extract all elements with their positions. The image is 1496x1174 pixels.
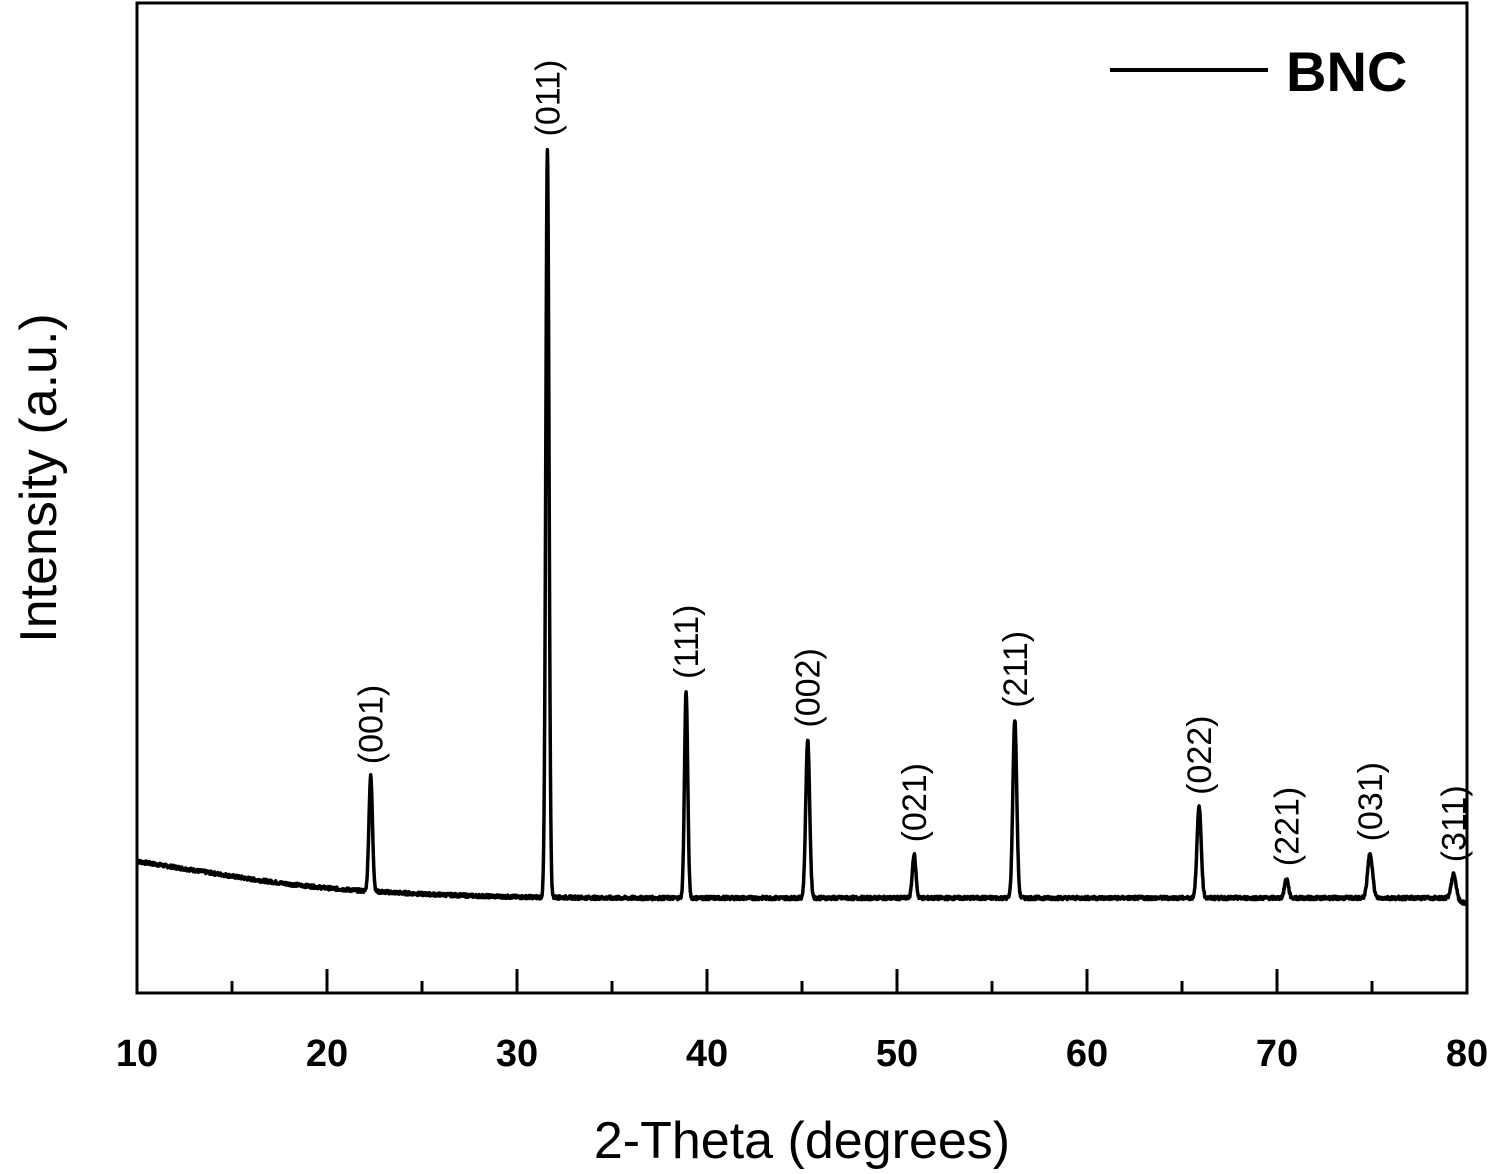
x-tick-label-60: 60	[1066, 1033, 1108, 1075]
peak-label-011: (011)	[529, 60, 567, 137]
x-tick-label-50: 50	[876, 1033, 918, 1075]
peak-labels: (001) (011) (111) (002) (021) (211) (022) (221)…	[353, 60, 1474, 867]
x-tick-label-10: 10	[116, 1033, 158, 1075]
legend-label-bnc: BNC	[1286, 40, 1407, 103]
x-axis-tick-labels: 10 20 30 40 50 60 70 80	[116, 1033, 1488, 1075]
peak-label-031: (031)	[1352, 762, 1390, 841]
y-axis-title: Intensity (a.u.)	[10, 313, 68, 642]
x-axis-ticks	[135, 969, 1469, 993]
series-line-bnc	[135, 147, 1469, 907]
peak-label-211: (211)	[997, 631, 1035, 708]
peak-label-001: (001)	[353, 685, 391, 764]
peak-label-021: (021)	[896, 763, 934, 842]
legend: BNC	[1110, 40, 1407, 103]
x-tick-label-30: 30	[496, 1033, 538, 1075]
x-tick-label-40: 40	[686, 1033, 728, 1075]
peak-label-311: (311)	[1436, 785, 1474, 862]
x-tick-label-80: 80	[1446, 1033, 1488, 1075]
peak-label-002: (002)	[790, 648, 828, 727]
plot-frame	[135, 1, 1469, 995]
peak-label-022: (022)	[1181, 716, 1219, 795]
x-tick-label-70: 70	[1256, 1033, 1298, 1075]
peak-label-111: (111)	[668, 605, 706, 679]
x-tick-label-20: 20	[306, 1033, 348, 1075]
peak-label-221: (221)	[1269, 787, 1307, 866]
x-axis-title: 2-Theta (degrees)	[594, 1112, 1010, 1170]
